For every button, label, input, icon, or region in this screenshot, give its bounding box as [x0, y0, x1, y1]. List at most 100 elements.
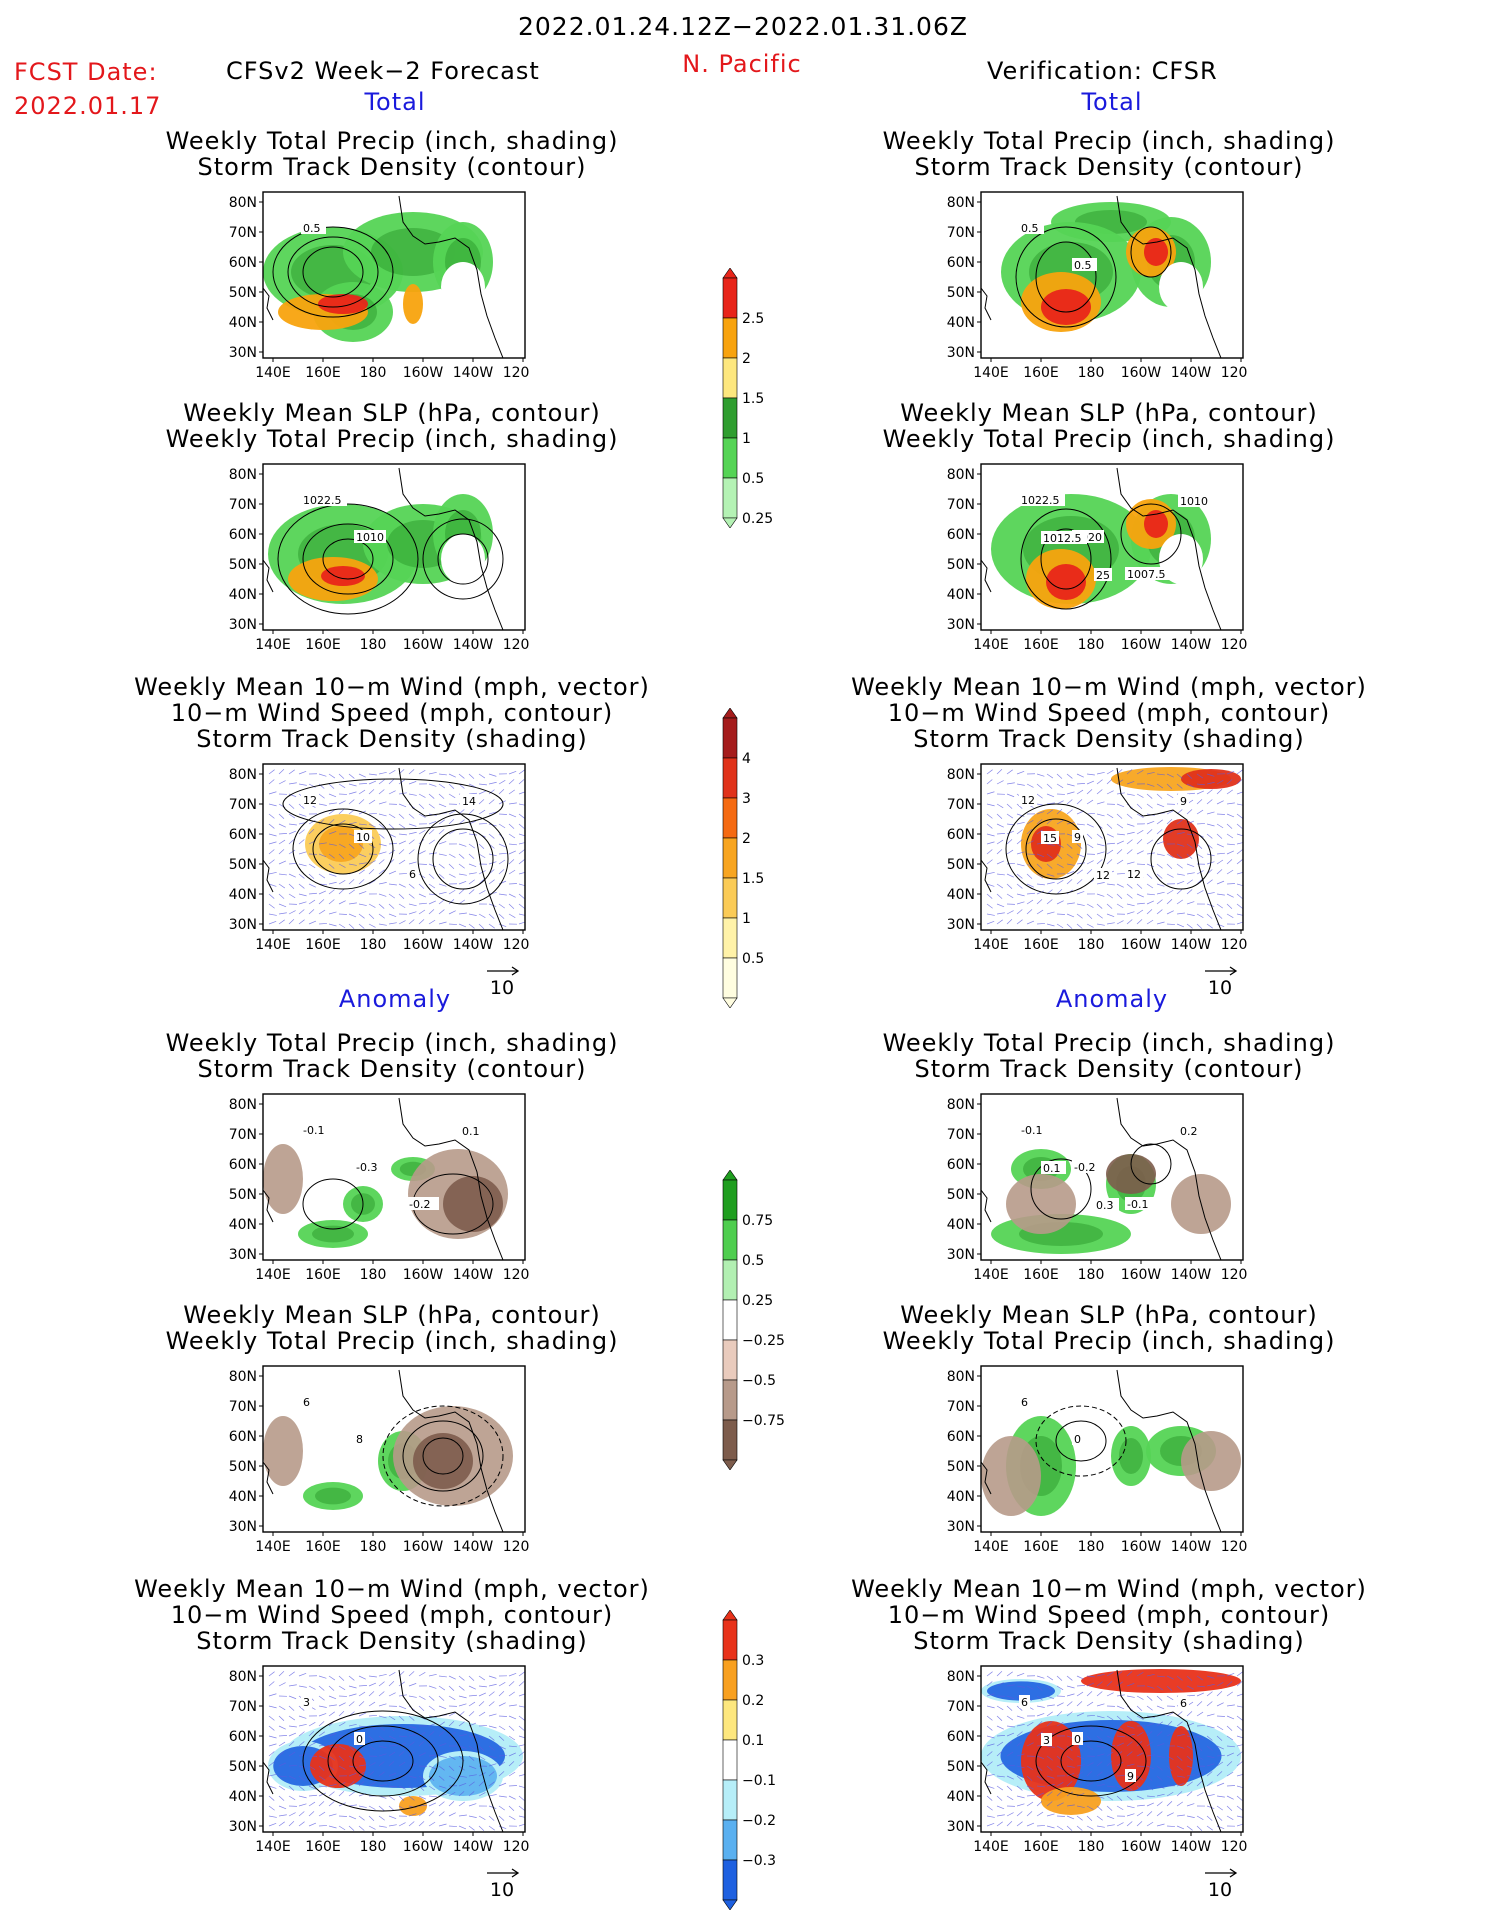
contour-label: -0.3 [356, 1161, 377, 1174]
lon-tick-label: 120W [503, 937, 529, 953]
lon-tick-label: 140E [973, 1839, 1009, 1855]
lat-tick-label: 30N [229, 617, 257, 633]
lon-tick-label: 140E [973, 937, 1009, 953]
lat-tick-label: 50N [229, 857, 257, 873]
colorbar-swatch [722, 1659, 738, 1701]
contour-label: -0.1 [1127, 1198, 1148, 1211]
contour-label-bg [301, 493, 347, 506]
lon-tick-label: 160W [1121, 365, 1162, 381]
colorbar-swatch [722, 1179, 738, 1221]
lat-tick-label: 80N [229, 1669, 257, 1685]
title-wind-total-left: Weekly Mean 10−m Wind (mph, vector) 10−m … [134, 673, 650, 753]
lon-tick-label: 160E [305, 637, 341, 653]
contour-label-bg [460, 1124, 485, 1137]
lon-tick-label: 160E [305, 365, 341, 381]
colorbar-swatch [722, 1419, 738, 1461]
map-canvas: 3 0 80N 70N 60N 50N 40N 30N 140E 160E 180 160W 140W 1… [229, 1665, 529, 1855]
colorbar-label: −0.25 [742, 1333, 785, 1349]
colorbar-label: 2 [742, 831, 751, 847]
contour-label: 0 [1074, 1433, 1081, 1446]
contour-label: 12 [1021, 794, 1035, 807]
lon-tick-label: 140E [255, 1839, 291, 1855]
lon-tick-label: 180 [1078, 1267, 1105, 1283]
colorbar-swatch [722, 1339, 738, 1381]
lat-tick-label: 30N [229, 917, 257, 933]
lon-tick-label: 120W [1221, 1267, 1247, 1283]
lat-tick-label: 30N [229, 345, 257, 361]
lon-tick-label: 140W [453, 1267, 494, 1283]
fcst-date-label: FCST Date: [14, 58, 158, 86]
lon-tick-label: 160E [305, 1539, 341, 1555]
colorbar-swatch [722, 277, 738, 319]
contour-label-bg [1125, 1769, 1136, 1782]
lon-tick-label: 120W [503, 1839, 529, 1855]
colorbar-swatch [722, 1699, 738, 1741]
contour-label: 0 [356, 1733, 363, 1746]
contour-label-bg [1094, 1198, 1119, 1211]
lon-tick-label: 160E [305, 937, 341, 953]
lon-tick-label: 160W [1121, 1539, 1162, 1555]
contour-label: -0.1 [303, 1124, 324, 1137]
contour-label-bg [1019, 493, 1065, 506]
title-precip-anom-right: Weekly Total Precip (inch, shading) Storm… [882, 1029, 1336, 1083]
lon-tick-label: 160W [403, 365, 444, 381]
lat-tick-label: 50N [947, 857, 975, 873]
lon-tick-label: 140W [1171, 1267, 1212, 1283]
colorbar-label: −0.75 [742, 1413, 785, 1429]
contour-label: 15 [1043, 832, 1057, 845]
colorbar-label: 0.5 [742, 1253, 764, 1269]
lat-tick-label: 80N [947, 767, 975, 783]
vector-ref-anom-right: 10 [1203, 1864, 1239, 1904]
contour-label-bg [301, 221, 326, 234]
contour-label: 12 [1127, 868, 1141, 881]
colorbar-swatch [722, 877, 738, 919]
lat-tick-label: 50N [229, 557, 257, 573]
colorbar-label: 0.75 [742, 1213, 773, 1229]
vector-ref-label: 10 [490, 1879, 514, 1900]
lon-tick-label: 140W [1171, 937, 1212, 953]
lon-tick-label: 180 [360, 1839, 387, 1855]
contour-label: -0.1 [1021, 1124, 1042, 1137]
lat-tick-label: 50N [947, 1459, 975, 1475]
lat-tick-label: 70N [229, 1127, 257, 1143]
lat-tick-label: 70N [947, 1127, 975, 1143]
title-precip-anom-left: Weekly Total Precip (inch, shading) Storm… [165, 1029, 619, 1083]
contour-label-bg [1041, 1161, 1066, 1174]
contour-label: 0.1 [462, 1125, 480, 1138]
contour-label: -0.2 [409, 1198, 430, 1211]
contour-label-bg [301, 1123, 333, 1136]
lat-tick-label: 60N [229, 1157, 257, 1173]
colorbar-storm-density-anomaly: 0.3 0.2 0.1 −0.1 −0.2 −0.3 [718, 1609, 808, 1914]
title-slp-total-right: Weekly Mean SLP (hPa, contour) Weekly Tot… [882, 399, 1336, 453]
contour-label: 0.3 [1096, 1199, 1114, 1212]
forecast-period: 2022.01.24.12Z−2022.01.31.06Z [518, 12, 968, 41]
map-slp-total-verification: 1022.5 1020 1007.5 1010 1012.5 25 80N 70N 60N 50N… [937, 460, 1247, 660]
contour-label: 12 [1096, 869, 1110, 882]
lat-tick-label: 60N [947, 1429, 975, 1445]
lat-tick-label: 40N [947, 587, 975, 603]
lon-tick-label: 160W [1121, 937, 1162, 953]
contour-label-bg [1125, 1197, 1157, 1210]
lon-tick-label: 180 [1078, 637, 1105, 653]
colorbar-swatch [722, 1739, 738, 1781]
contour-label: 1007.5 [1127, 568, 1166, 581]
lat-tick-label: 50N [229, 1459, 257, 1475]
lat-tick-label: 80N [947, 195, 975, 211]
title-precip-total-right: Weekly Total Precip (inch, shading) Storm… [882, 127, 1336, 181]
lon-tick-label: 140E [973, 637, 1009, 653]
lat-tick-label: 50N [229, 1187, 257, 1203]
lon-tick-label: 140W [453, 1539, 494, 1555]
lon-tick-label: 120W [1221, 637, 1247, 653]
lon-tick-label: 140E [973, 365, 1009, 381]
anomaly-label-left: Anomaly [338, 985, 452, 1013]
contour-label-bg [354, 1732, 365, 1745]
lon-tick-label: 120W [1221, 365, 1247, 381]
title-precip-total-left: Weekly Total Precip (inch, shading) Storm… [165, 127, 619, 181]
colorbar-label: 1.5 [742, 871, 764, 887]
colorbar-label: 1 [742, 431, 751, 447]
lon-tick-label: 120W [1221, 1839, 1247, 1855]
lon-tick-label: 140W [453, 937, 494, 953]
contour-label: 6 [409, 868, 416, 881]
vector-ref-anom-left: 10 [485, 1864, 521, 1904]
lon-tick-label: 140E [255, 937, 291, 953]
